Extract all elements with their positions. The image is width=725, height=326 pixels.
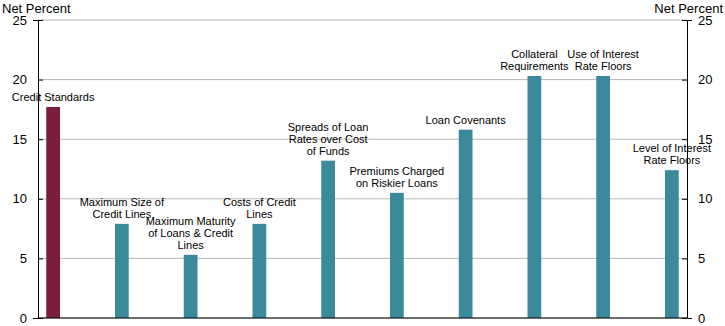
- bar: [665, 170, 679, 318]
- bar: [253, 224, 267, 318]
- category-label-line: Credit Lines: [93, 208, 152, 220]
- x-axis-line: [38, 318, 687, 319]
- tick: 20: [13, 72, 43, 87]
- y2-axis-title: Net Percent: [654, 1, 723, 16]
- y-axis-title: Net Percent: [2, 1, 71, 16]
- category-label-line: Spreads of Loan: [288, 121, 369, 133]
- tick-label: 5: [698, 251, 705, 266]
- category-label-line: Premiums Charged: [349, 165, 444, 177]
- category-label: CollateralRequirements: [500, 48, 569, 72]
- tick-label: 20: [698, 72, 712, 87]
- category-label-line: of Funds: [307, 145, 350, 157]
- category-label-line: Maximum Size of: [80, 196, 165, 208]
- tick-mark: [38, 20, 43, 21]
- category-label-line: of Loans & Credit: [148, 227, 233, 239]
- category-label-line: Level of Interest: [633, 142, 711, 154]
- category-label-line: Credit Standards: [12, 91, 95, 103]
- category-labels: Credit Standards Maximum Size ofCredit Li…: [12, 48, 711, 251]
- y2-axis: 0510152025: [682, 13, 712, 326]
- category-label-line: Requirements: [500, 60, 569, 72]
- category-label-line: Lines: [177, 239, 204, 251]
- grid-line: [38, 20, 687, 21]
- tick: 10: [682, 191, 712, 206]
- y-axis: 0510152025: [13, 13, 43, 326]
- category-label-line: Rate Floors: [643, 154, 700, 166]
- tick-label: 5: [20, 251, 27, 266]
- bar: [459, 130, 473, 318]
- grid-line: [38, 79, 687, 80]
- tick-mark: [38, 258, 43, 259]
- category-label: Use of InterestRate Floors: [567, 48, 639, 72]
- tick: 5: [20, 251, 43, 266]
- category-label: Credit Standards: [12, 91, 95, 103]
- chart: 05101520250510152025Net PercentNet Perce…: [0, 0, 725, 326]
- tick-label: 0: [698, 311, 705, 326]
- category-label-line: Collateral: [511, 48, 557, 60]
- tick: 5: [682, 251, 705, 266]
- tick-label: 0: [20, 311, 27, 326]
- tick-mark: [38, 80, 43, 81]
- category-label-line: Costs of Credit: [223, 196, 296, 208]
- tick-mark: [682, 80, 687, 81]
- tick-mark: [682, 199, 687, 200]
- bar: [596, 76, 610, 318]
- bar: [390, 193, 404, 318]
- bar: [115, 224, 129, 318]
- tick-mark: [682, 20, 687, 21]
- category-label-line: on Riskier Loans: [356, 177, 438, 189]
- axis-line: [33, 21, 39, 319]
- tick-label: 10: [698, 191, 712, 206]
- category-label: Loan Covenants: [426, 114, 507, 126]
- tick-mark: [38, 139, 43, 140]
- tick-label: 20: [13, 72, 27, 87]
- tick: 20: [682, 72, 712, 87]
- axis-line: [688, 21, 693, 319]
- category-label-line: Use of Interest: [567, 48, 639, 60]
- grid: [38, 20, 687, 318]
- tick-label: 10: [13, 191, 27, 206]
- category-label-line: Loan Covenants: [426, 114, 507, 126]
- category-label-line: Maximum Maturity: [146, 215, 236, 227]
- tick-mark: [682, 258, 687, 259]
- category-label-line: Lines: [246, 208, 273, 220]
- bar: [528, 76, 542, 318]
- grid-line: [38, 258, 687, 259]
- tick-mark: [38, 199, 43, 200]
- tick-mark: [682, 139, 687, 140]
- tick: 15: [13, 132, 43, 147]
- tick: 10: [13, 191, 43, 206]
- bar: [184, 255, 198, 318]
- category-label: Spreads of LoanRates over Costof Funds: [288, 121, 369, 157]
- category-label-line: Rates over Cost: [289, 133, 368, 145]
- bar: [46, 107, 60, 318]
- category-label: Level of InterestRate Floors: [633, 142, 711, 166]
- bars: [46, 76, 679, 318]
- tick-label: 15: [13, 132, 27, 147]
- category-label: Maximum Maturityof Loans & CreditLines: [146, 215, 236, 251]
- category-label: Costs of CreditLines: [223, 196, 296, 220]
- grid-line: [38, 318, 687, 319]
- category-label: Premiums Chargedon Riskier Loans: [349, 165, 444, 189]
- bar: [321, 161, 335, 318]
- category-label-line: Rate Floors: [575, 60, 632, 72]
